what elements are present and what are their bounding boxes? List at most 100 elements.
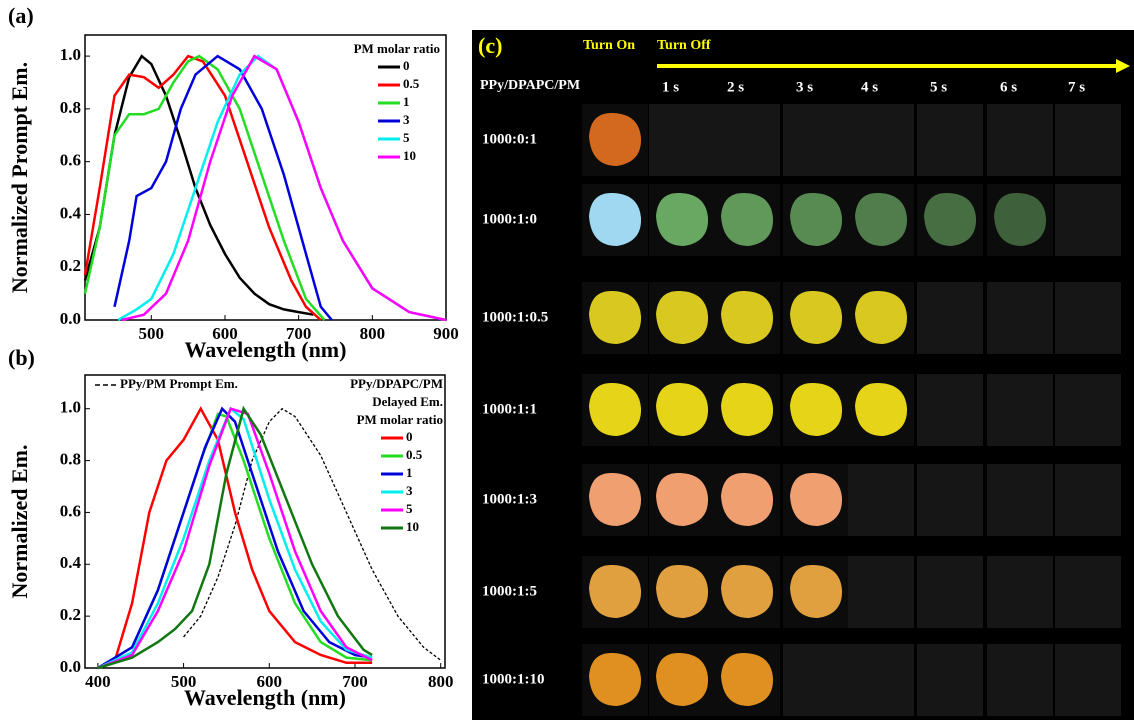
sample-photo <box>589 383 641 436</box>
panel-label: (c) <box>478 33 502 58</box>
y-tick-label: 0.6 <box>60 151 81 170</box>
row-label: 1000:0:1 <box>482 131 537 147</box>
sample-photo <box>589 113 641 166</box>
legend-label: 0.5 <box>406 447 423 462</box>
sample-photo <box>721 291 773 344</box>
x-axis-title: Wavelength (nm) <box>185 337 347 362</box>
sample-photo <box>656 565 708 618</box>
x-tick-label: 500 <box>139 324 165 343</box>
legend-title: PM molar ratio <box>357 412 443 427</box>
sample-photo <box>656 291 708 344</box>
sample-photo <box>790 193 842 246</box>
plot-frame <box>85 35 446 320</box>
dark-frame <box>783 104 849 176</box>
dark-frame <box>848 556 914 628</box>
dark-frame <box>917 464 983 536</box>
dark-frame <box>1055 282 1121 354</box>
y-tick-label: 0.0 <box>60 657 81 676</box>
x-tick-label: 900 <box>433 324 459 343</box>
dark-frame <box>917 556 983 628</box>
dark-frame <box>987 374 1053 446</box>
sample-photo <box>790 291 842 344</box>
sample-photo <box>589 193 641 246</box>
sample-photo <box>721 653 773 706</box>
sample-photo <box>589 291 641 344</box>
dark-frame <box>1055 374 1121 446</box>
dark-frame <box>649 104 715 176</box>
legend-label: PPy/PM Prompt Em. <box>120 376 238 391</box>
sample-photo <box>790 383 842 436</box>
row-label: 1000:1:0 <box>482 211 537 227</box>
sample-photo <box>790 473 842 526</box>
y-tick-label: 0.8 <box>60 449 81 468</box>
y-tick-label: 0.8 <box>60 98 81 117</box>
dark-frame <box>917 374 983 446</box>
x-tick-label: 400 <box>85 672 111 691</box>
dark-frame <box>917 282 983 354</box>
legend-label: 0 <box>406 429 413 444</box>
row-label: 1000:1:0.5 <box>482 309 548 325</box>
dark-frame <box>1055 556 1121 628</box>
sample-photo <box>924 193 976 246</box>
dark-frame <box>917 104 983 176</box>
y-tick-label: 0.4 <box>60 553 82 572</box>
y-tick-label: 0.4 <box>60 203 82 222</box>
legend-label: 10 <box>403 148 416 163</box>
y-tick-label: 0.6 <box>60 501 81 520</box>
time-label: 6 s <box>1000 79 1017 95</box>
legend-label: 10 <box>406 519 419 534</box>
legend-label: 3 <box>406 483 413 498</box>
row-label: 1000:1:5 <box>482 583 537 599</box>
dark-frame <box>987 556 1053 628</box>
row-label: 1000:1:1 <box>482 401 537 417</box>
dark-frame <box>848 464 914 536</box>
time-label: 3 s <box>796 79 813 95</box>
sample-photo <box>656 193 708 246</box>
dark-frame <box>1055 184 1121 256</box>
sample-photo <box>721 383 773 436</box>
row-label: 1000:1:10 <box>482 671 545 687</box>
sample-photo <box>589 653 641 706</box>
x-tick-label: 700 <box>342 672 368 691</box>
sample-photo <box>721 193 773 246</box>
row-header: PPy/DPAPC/PM <box>480 78 580 93</box>
y-tick-label: 0.2 <box>60 605 81 624</box>
row-label: 1000:1:3 <box>482 491 537 507</box>
sample-photo <box>589 565 641 618</box>
sample-photo <box>656 473 708 526</box>
legend-title: Delayed Em. <box>372 394 443 409</box>
sample-photo <box>589 473 641 526</box>
sample-photo <box>656 383 708 436</box>
y-tick-label: 1.0 <box>60 398 81 417</box>
legend-label: 1 <box>406 465 413 480</box>
sample-photo <box>656 653 708 706</box>
sample-photo <box>721 473 773 526</box>
legend-label: 3 <box>403 112 410 127</box>
turn-on-label: Turn On <box>583 38 635 53</box>
legend-label: 0.5 <box>403 76 420 91</box>
dark-frame <box>987 464 1053 536</box>
sample-photo <box>721 565 773 618</box>
legend-label: 0 <box>403 58 410 73</box>
dark-frame <box>987 644 1053 716</box>
dark-frame <box>1055 104 1121 176</box>
panel-label: (b) <box>8 345 35 370</box>
time-label: 4 s <box>861 79 878 95</box>
sample-photo <box>855 383 907 436</box>
time-label: 2 s <box>727 79 744 95</box>
y-tick-label: 0.0 <box>60 309 81 328</box>
sample-photo <box>994 193 1046 246</box>
dark-frame <box>714 104 780 176</box>
y-tick-label: 0.2 <box>60 256 81 275</box>
dark-frame <box>987 104 1053 176</box>
series-line <box>85 56 313 315</box>
x-tick-label: 800 <box>360 324 386 343</box>
time-label: 5 s <box>930 79 947 95</box>
y-axis-title: Normalized Em. <box>7 445 32 599</box>
time-label: 7 s <box>1068 79 1085 95</box>
series-line <box>122 56 446 320</box>
dark-frame <box>1055 644 1121 716</box>
y-tick-label: 1.0 <box>60 45 81 64</box>
figure: (c) Turn On Turn Off PPy/DPAPC/PM (a)500… <box>0 0 1134 720</box>
legend-label: 5 <box>406 501 413 516</box>
